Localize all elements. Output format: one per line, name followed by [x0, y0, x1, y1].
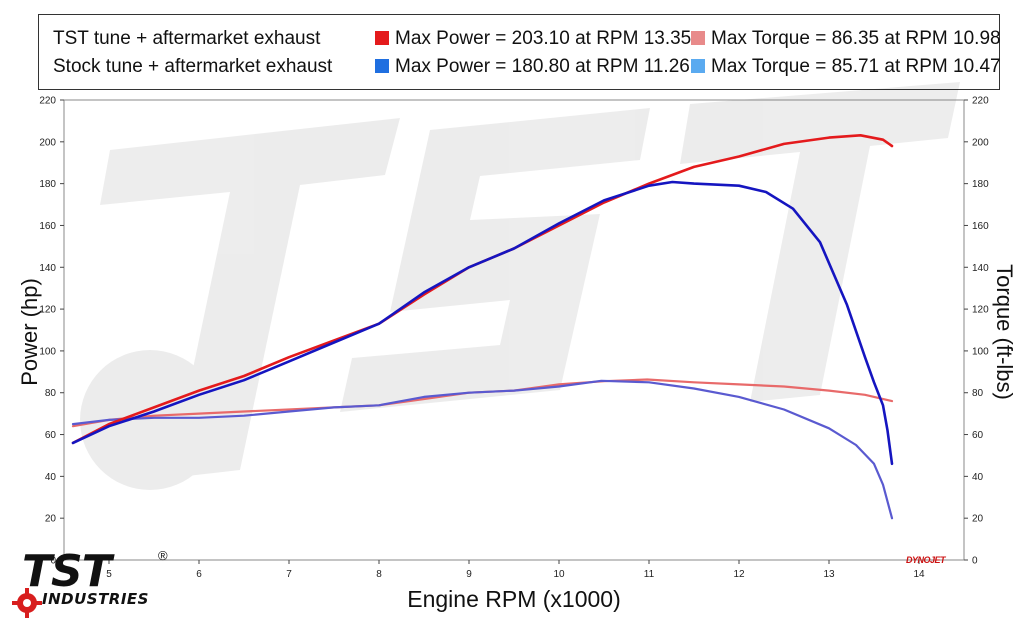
legend-text-stock-power: Max Power = 180.80 at RPM 11.26: [395, 56, 690, 77]
y-left-tick-label: 180: [39, 179, 56, 190]
y-right-tick-label: 0: [972, 556, 978, 567]
swatch-tst-torque: [691, 31, 705, 45]
series-layer: [71, 134, 894, 520]
y-right-tick-label: 200: [972, 137, 989, 148]
y-left-tick-label: 120: [39, 305, 56, 316]
legend-text-tst-torque: Max Torque = 86.35 at RPM 10.98: [711, 28, 1001, 49]
dynojet-logo: DYNOJET: [906, 555, 946, 565]
y-right-tick-label: 180: [972, 179, 989, 190]
y-left-tick-label: 160: [39, 221, 56, 232]
x-tick-label: 8: [376, 569, 382, 580]
legend-entry-tst-torque: Max Torque = 86.35 at RPM 10.98: [691, 28, 1001, 50]
y-left-tick-label: 100: [39, 346, 56, 357]
legend-text-tst-power: Max Power = 203.10 at RPM 13.35: [395, 28, 692, 49]
logo-text: TST: [22, 546, 112, 597]
y-right-tick-label: 160: [972, 221, 989, 232]
y-right-axis: 0 20 40 60 80 100 120 140 160 180 200 220: [964, 96, 989, 567]
y-left-tick-label: 40: [45, 472, 57, 483]
swatch-tst-power: [375, 31, 389, 45]
x-tick-label: 6: [196, 569, 202, 580]
y-right-tick-label: 220: [972, 96, 989, 107]
y-left-axis: 0 20 40 60 80 100 120 140 160 180 200 220: [39, 96, 64, 567]
x-tick-label: 14: [913, 569, 925, 580]
legend-entry-stock-torque: Max Torque = 85.71 at RPM 10.47: [691, 56, 1001, 78]
legend-text-stock-torque: Max Torque = 85.71 at RPM 10.47: [711, 56, 1001, 77]
y-left-tick-label: 0: [50, 556, 56, 567]
series-line-power-1: [71, 180, 894, 466]
x-tick-label: 12: [733, 569, 745, 580]
y-left-tick-label: 80: [45, 388, 57, 399]
y-left-tick-label: 20: [45, 514, 57, 525]
x-tick-label: 11: [644, 569, 655, 580]
y-axis-title-right: Torque (ft-lbs): [992, 264, 1017, 400]
series-line-torque-3: [71, 379, 894, 520]
legend-label-stock: Stock tune + aftermarket exhaust: [53, 56, 333, 77]
legend-entry-tst-power: Max Power = 203.10 at RPM 13.35: [375, 28, 691, 50]
y-right-tick-label: 40: [972, 472, 984, 483]
y-right-tick-label: 20: [972, 514, 984, 525]
x-tick-label: 9: [466, 569, 472, 580]
legend-label-tst: TST tune + aftermarket exhaust: [53, 28, 321, 49]
y-right-tick-label: 60: [972, 430, 984, 441]
logo-registered: ®: [158, 548, 168, 563]
plot-area: [63, 99, 965, 561]
y-right-tick-label: 100: [972, 346, 989, 357]
y-right-tick-label: 140: [972, 263, 989, 274]
x-tick-label: 10: [553, 569, 565, 580]
swatch-stock-power: [375, 59, 389, 73]
x-axis: 5 6 7 8 9 10 11 12 13 14: [106, 560, 925, 580]
tst-logo: TST ® INDUSTRIES: [12, 548, 172, 628]
y-left-tick-label: 60: [45, 430, 57, 441]
x-axis-title: Engine RPM (x1000): [407, 586, 621, 612]
x-tick-label: 5: [106, 569, 112, 580]
y-axis-title-left: Power (hp): [17, 278, 42, 386]
y-left-tick-label: 140: [39, 263, 56, 274]
y-right-tick-label: 120: [972, 305, 989, 316]
swatch-stock-torque: [691, 59, 705, 73]
legend-box: TST tune + aftermarket exhaust Stock tun…: [38, 14, 1001, 90]
logo-subtext: INDUSTRIES: [42, 590, 149, 608]
gear-icon: [12, 588, 42, 618]
x-tick-label: 7: [286, 569, 292, 580]
legend-entry-stock-power: Max Power = 180.80 at RPM 11.26: [375, 56, 690, 78]
y-right-tick-label: 80: [972, 388, 984, 399]
y-left-tick-label: 200: [39, 137, 56, 148]
y-left-tick-label: 220: [39, 96, 56, 107]
x-tick-label: 13: [823, 569, 835, 580]
